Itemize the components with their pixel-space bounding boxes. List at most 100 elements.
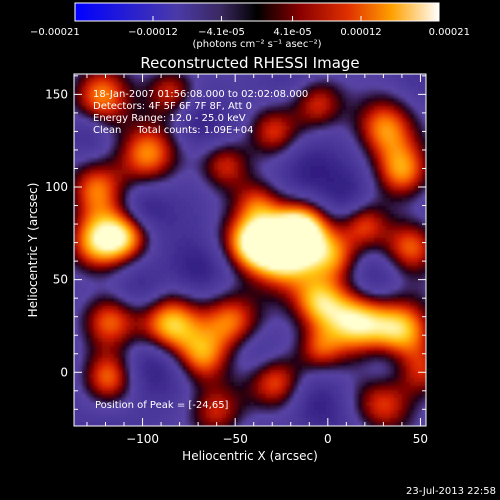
heatmap-cell: [162, 230, 167, 235]
heatmap-cell: [186, 410, 191, 415]
heatmap-cell: [294, 414, 299, 419]
heatmap-cell: [162, 402, 167, 407]
heatmap-cell: [206, 230, 211, 235]
heatmap-cell: [270, 278, 275, 283]
heatmap-cell: [74, 282, 79, 287]
heatmap-cell: [206, 366, 211, 371]
heatmap-cell: [146, 238, 151, 243]
heatmap-cell: [170, 358, 175, 363]
heatmap-cell: [286, 342, 291, 347]
heatmap-cell: [74, 230, 79, 235]
heatmap-cell: [170, 402, 175, 407]
heatmap-cell: [170, 286, 175, 291]
heatmap-cell: [222, 266, 227, 271]
heatmap-cell: [258, 114, 263, 119]
heatmap-cell: [74, 354, 79, 359]
heatmap-cell: [258, 342, 263, 347]
heatmap-cell: [238, 86, 243, 91]
heatmap-cell: [270, 198, 275, 203]
heatmap-cell: [298, 266, 303, 271]
heatmap-cell: [82, 158, 87, 163]
heatmap-cell: [230, 102, 235, 107]
heatmap-cell: [290, 282, 295, 287]
heatmap-cell: [90, 214, 95, 219]
heatmap-cell: [78, 342, 83, 347]
heatmap-cell: [190, 350, 195, 355]
heatmap-cell: [198, 390, 203, 395]
heatmap-cell: [190, 374, 195, 379]
heatmap-cell: [90, 134, 95, 139]
heatmap-cell: [254, 266, 259, 271]
heatmap-cell: [130, 370, 135, 375]
heatmap-cell: [262, 346, 267, 351]
heatmap-cell: [158, 370, 163, 375]
heatmap-cell: [206, 226, 211, 231]
heatmap-cell: [82, 386, 87, 391]
heatmap-cell: [146, 150, 151, 155]
heatmap-cell: [290, 354, 295, 359]
heatmap-cell: [294, 394, 299, 399]
heatmap-cell: [234, 214, 239, 219]
heatmap-cell: [258, 294, 263, 299]
heatmap-cell: [278, 138, 283, 143]
heatmap-cell: [90, 290, 95, 295]
heatmap-cell: [266, 170, 271, 175]
heatmap-cell: [270, 298, 275, 303]
heatmap-cell: [146, 138, 151, 143]
heatmap-cell: [254, 234, 259, 239]
heatmap-cell: [162, 378, 167, 383]
heatmap-cell: [138, 126, 143, 131]
heatmap-cell: [98, 230, 103, 235]
heatmap-cell: [138, 186, 143, 191]
heatmap-cell: [262, 78, 267, 83]
heatmap-cell: [90, 226, 95, 231]
heatmap-cell: [106, 358, 111, 363]
heatmap-cell: [86, 90, 91, 95]
heatmap-cell: [250, 306, 255, 311]
heatmap-cell: [86, 410, 91, 415]
heatmap-cell: [150, 246, 155, 251]
heatmap-cell: [246, 278, 251, 283]
heatmap-cell: [98, 242, 103, 247]
heatmap-cell: [178, 242, 183, 247]
heatmap-cell: [286, 174, 291, 179]
heatmap-cell: [174, 158, 179, 163]
heatmap-cell: [166, 370, 171, 375]
heatmap-cell: [234, 346, 239, 351]
heatmap-cell: [286, 258, 291, 263]
heatmap-cell: [242, 322, 247, 327]
heatmap-cell: [278, 162, 283, 167]
heatmap-cell: [258, 242, 263, 247]
heatmap-cell: [294, 198, 299, 203]
heatmap-cell: [126, 362, 131, 367]
heatmap-cell: [278, 414, 283, 419]
heatmap-cell: [178, 234, 183, 239]
heatmap-cell: [198, 242, 203, 247]
heatmap-cell: [286, 302, 291, 307]
heatmap-cell: [114, 358, 119, 363]
heatmap-cell: [298, 142, 303, 147]
heatmap-cell: [178, 270, 183, 275]
heatmap-cell: [270, 342, 275, 347]
heatmap-cell: [258, 178, 263, 183]
heatmap-cell: [130, 326, 135, 331]
heatmap-cell: [226, 118, 231, 123]
heatmap-cell: [162, 294, 167, 299]
heatmap-cell: [150, 346, 155, 351]
heatmap-cell: [134, 366, 139, 371]
heatmap-cell: [234, 122, 239, 127]
heatmap-cell: [198, 294, 203, 299]
heatmap-cell: [214, 330, 219, 335]
heatmap-cell: [290, 154, 295, 159]
heatmap-cell: [162, 346, 167, 351]
heatmap-cell: [154, 214, 159, 219]
heatmap-cell: [182, 346, 187, 351]
heatmap-cell: [262, 410, 267, 415]
heatmap-cell: [294, 210, 299, 215]
heatmap-cell: [94, 226, 99, 231]
heatmap-cell: [246, 354, 251, 359]
heatmap-cell: [178, 282, 183, 287]
heatmap-cell: [210, 326, 215, 331]
heatmap-cell: [230, 338, 235, 343]
heatmap-cell: [142, 350, 147, 355]
